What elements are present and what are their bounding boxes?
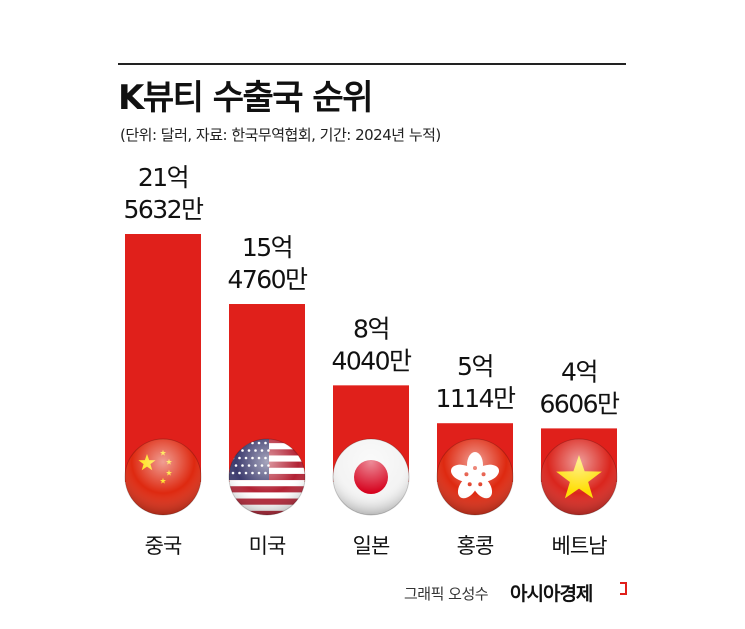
category-label: 홍콩 (457, 534, 494, 558)
value-label-line2: 6606만 (539, 389, 620, 418)
value-label-line1: 4억 (561, 357, 597, 386)
value-label-line1: 8억 (353, 314, 389, 343)
top-rule (118, 63, 626, 65)
value-label-line2: 5632만 (123, 195, 204, 224)
brand-logo: 아시아경제 (510, 583, 593, 605)
hongkong-flag-icon (436, 438, 514, 516)
brand-mark-icon (620, 582, 627, 595)
value-label-line2: 4760만 (227, 265, 308, 294)
value-label-line1: 5억 (457, 352, 493, 381)
graphic-credit: 그래픽 오성수 (404, 585, 489, 603)
category-label: 일본 (353, 534, 390, 558)
usa-flag-icon (228, 438, 306, 516)
category-label: 베트남 (552, 534, 608, 558)
chart-title: K뷰티 수출국 순위 (118, 78, 373, 118)
value-label-line2: 1114만 (435, 384, 516, 413)
value-label-line2: 4040만 (331, 346, 412, 375)
vietnam-flag-icon (540, 438, 618, 516)
value-label-line1: 15억 (242, 233, 292, 262)
china-flag-icon (124, 438, 202, 516)
chart-subtitle: (단위: 달러, 자료: 한국무역협회, 기간: 2024년 누적) (120, 126, 441, 144)
value-label-line1: 21억 (138, 163, 188, 192)
category-label: 중국 (145, 534, 182, 558)
japan-flag-icon (332, 438, 410, 516)
category-label: 미국 (249, 534, 286, 558)
